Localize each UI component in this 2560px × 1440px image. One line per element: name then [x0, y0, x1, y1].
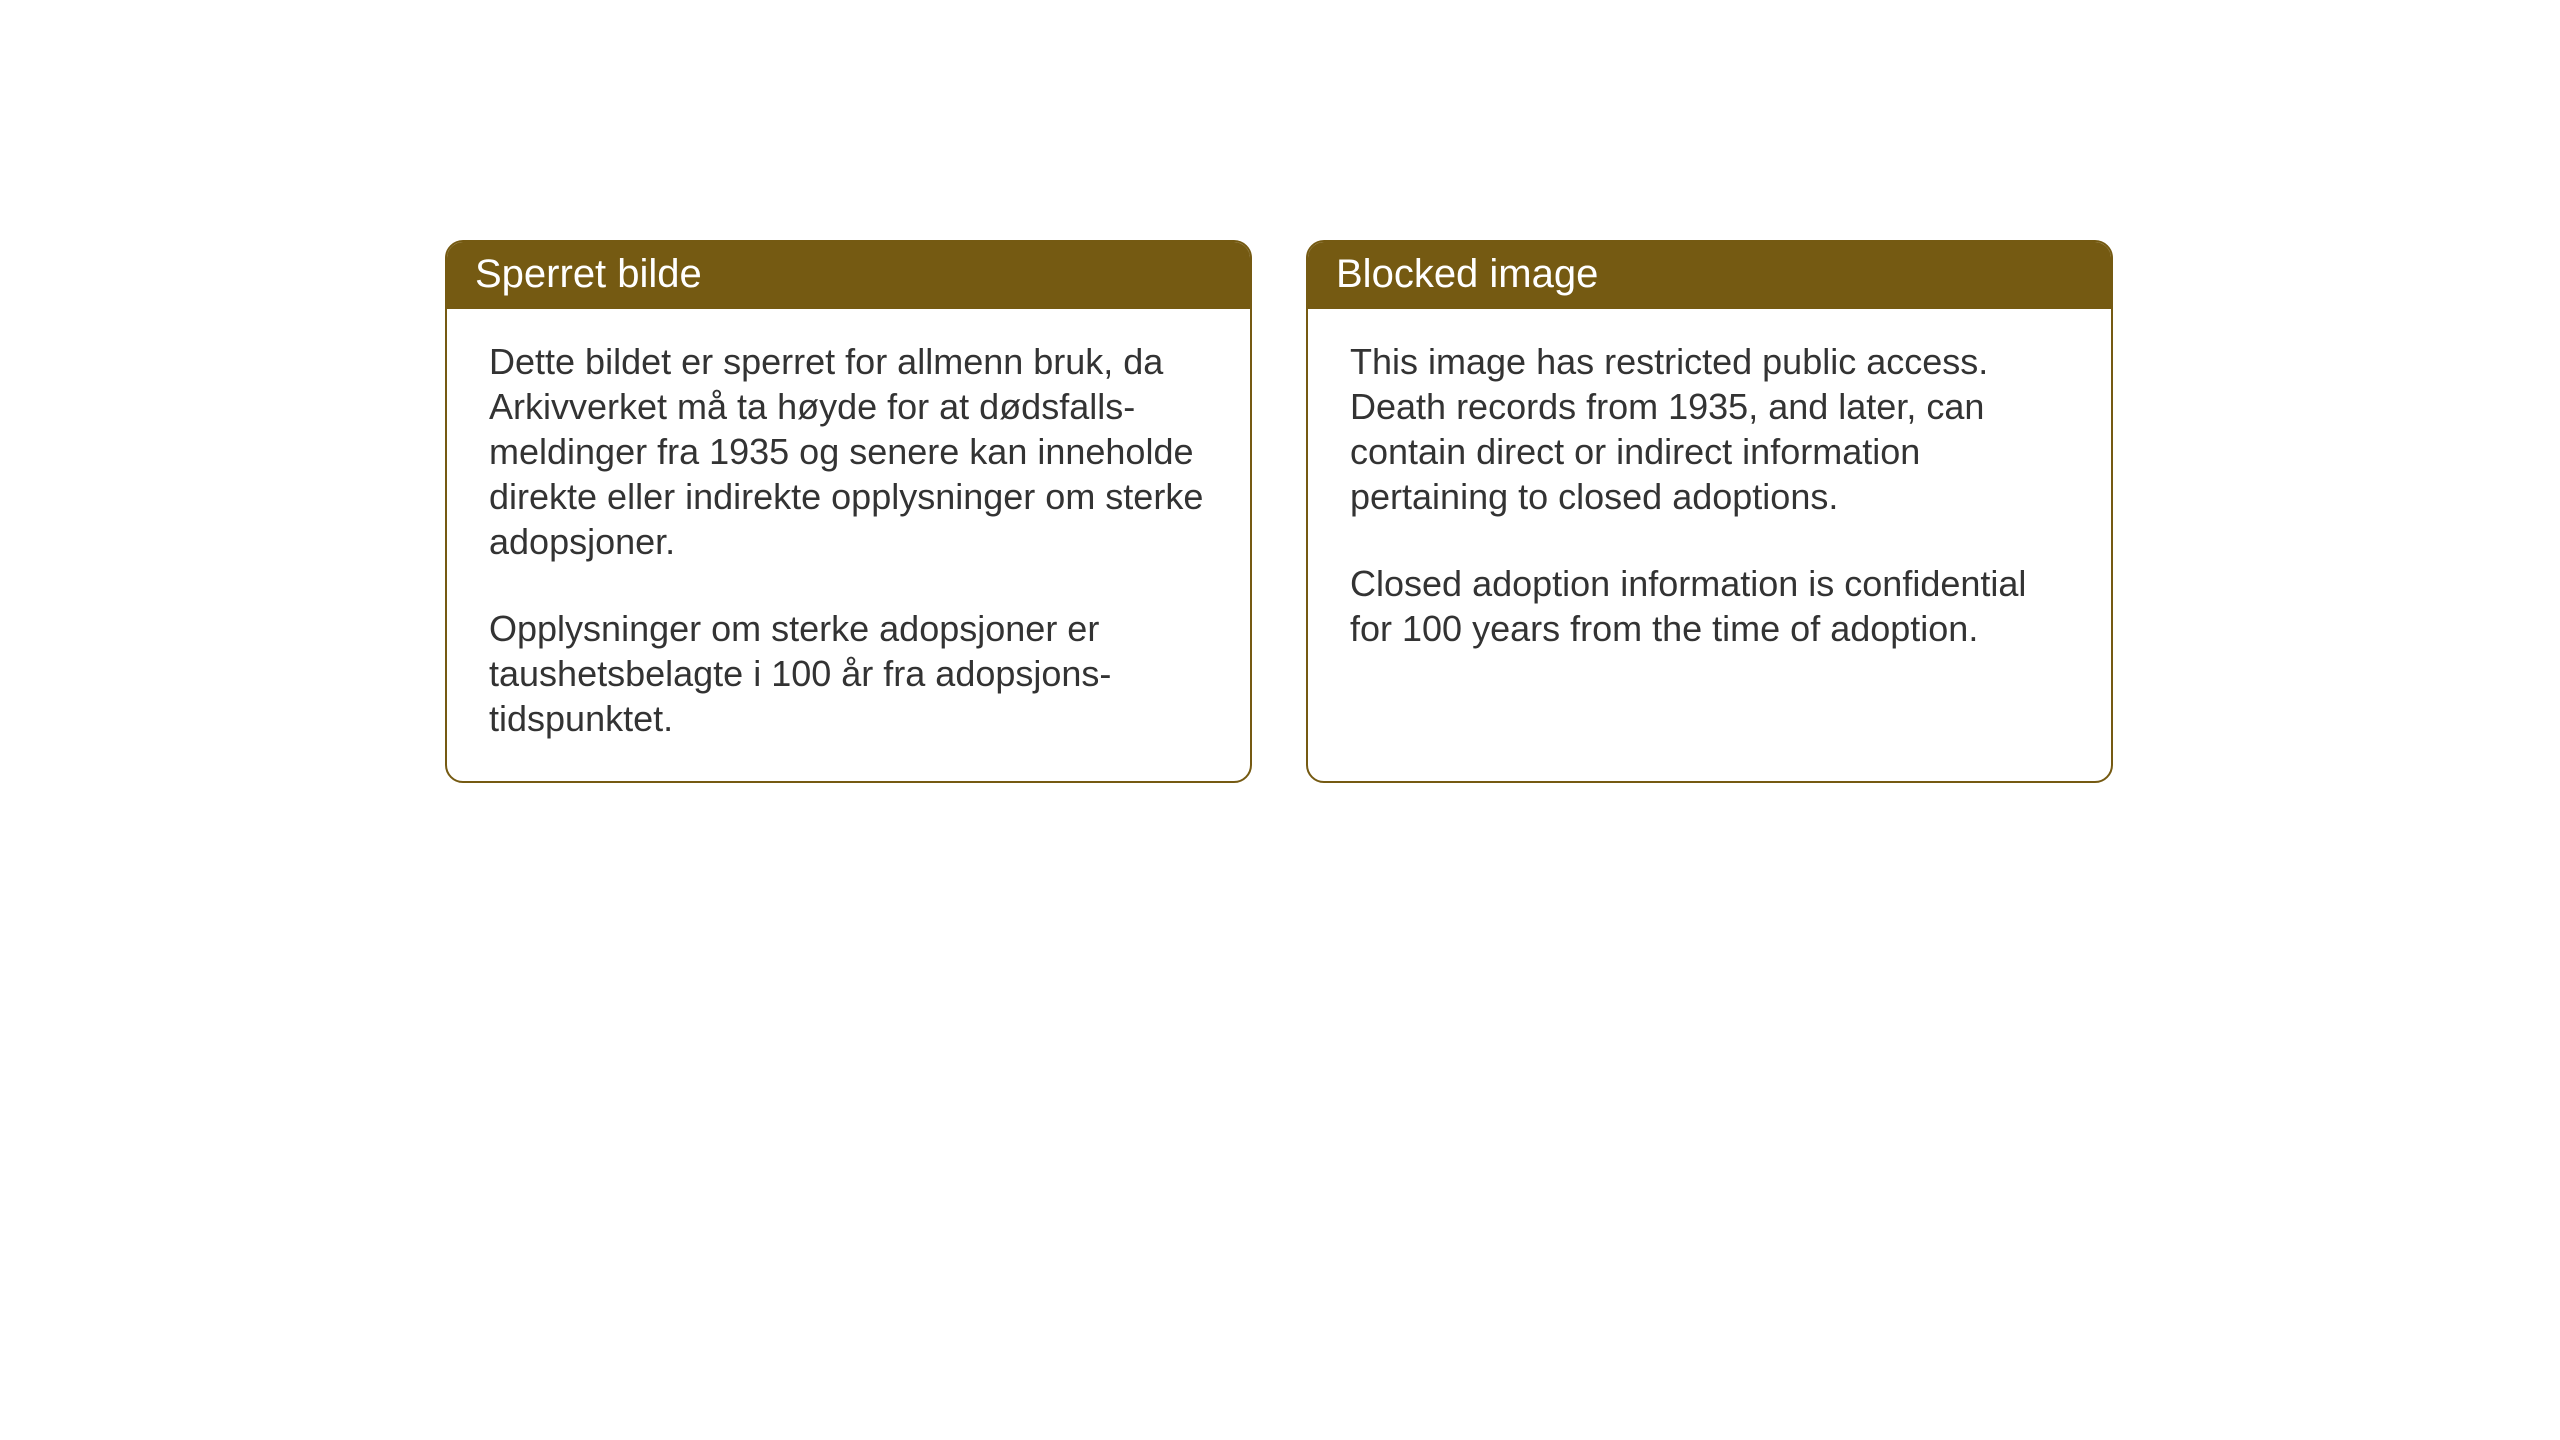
- notice-container: Sperret bilde Dette bildet er sperret fo…: [0, 0, 2560, 783]
- card-body-norwegian: Dette bildet er sperret for allmenn bruk…: [447, 309, 1250, 781]
- notice-card-english: Blocked image This image has restricted …: [1306, 240, 2113, 783]
- card-title: Blocked image: [1336, 252, 1598, 296]
- card-paragraph: Opplysninger om sterke adopsjoner er tau…: [489, 606, 1208, 741]
- card-header-english: Blocked image: [1308, 242, 2111, 309]
- card-header-norwegian: Sperret bilde: [447, 242, 1250, 309]
- card-paragraph: This image has restricted public access.…: [1350, 339, 2069, 519]
- card-title: Sperret bilde: [475, 252, 702, 296]
- card-paragraph: Dette bildet er sperret for allmenn bruk…: [489, 339, 1208, 564]
- card-body-english: This image has restricted public access.…: [1308, 309, 2111, 749]
- card-paragraph: Closed adoption information is confident…: [1350, 561, 2069, 651]
- notice-card-norwegian: Sperret bilde Dette bildet er sperret fo…: [445, 240, 1252, 783]
